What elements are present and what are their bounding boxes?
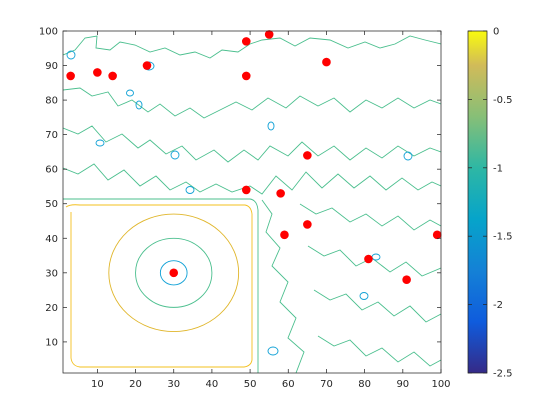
x-tick-label: 70 xyxy=(320,379,333,390)
contour-terrain-right-d xyxy=(313,289,441,323)
well-contour-ring xyxy=(135,237,213,308)
y-tick-label: 40 xyxy=(45,234,58,245)
data-point xyxy=(142,61,152,70)
colorbar-tick-label: -1.5 xyxy=(493,232,513,243)
contour-terrain-right-a xyxy=(261,199,305,373)
contour-pit xyxy=(135,100,143,110)
contour-pit xyxy=(95,139,105,147)
y-tick-label: 70 xyxy=(45,130,58,141)
data-point xyxy=(303,220,312,229)
contour-pit xyxy=(66,50,76,60)
data-point xyxy=(432,230,442,240)
colorbar-tick-label: -2.5 xyxy=(493,369,513,380)
data-point xyxy=(241,185,251,195)
colorbar-ticks: 0 -0.5 -1 -1.5 -2 -2.5 xyxy=(468,27,513,380)
x-tick-label: 40 xyxy=(206,379,219,390)
colorbar-gradient xyxy=(467,30,488,374)
colorbar-tick-label: -1 xyxy=(493,163,503,174)
data-point xyxy=(264,30,274,39)
contour-pit xyxy=(403,151,413,161)
contour-terrain-band-a xyxy=(63,87,441,119)
data-point xyxy=(169,268,179,278)
contour-terrain-upper xyxy=(63,35,441,59)
contour-pit xyxy=(126,89,134,97)
plot-frame xyxy=(62,30,442,374)
contour-basin-inner xyxy=(65,204,253,368)
data-point xyxy=(108,71,117,81)
colorbar-tick-label: -0.5 xyxy=(493,95,513,106)
data-point xyxy=(66,71,75,81)
contour-pit xyxy=(267,121,275,131)
data-point xyxy=(364,254,373,264)
y-tick-label: 10 xyxy=(45,337,58,348)
contour-pit xyxy=(359,292,369,300)
y-tick-label: 100 xyxy=(39,27,58,38)
well-contour-ring xyxy=(108,213,240,332)
x-tick-label: 90 xyxy=(396,379,409,390)
data-point xyxy=(280,230,289,240)
contour-lines xyxy=(63,35,441,373)
contour-terrain-right-b xyxy=(299,203,441,231)
contour-pit xyxy=(185,186,195,194)
x-tick-label: 30 xyxy=(167,379,180,390)
x-tick-label: 80 xyxy=(358,379,371,390)
data-point xyxy=(322,57,331,67)
data-point xyxy=(93,68,102,77)
contour-pit xyxy=(170,150,180,160)
colorbar-tick-label: 0 xyxy=(493,27,499,38)
y-tick-label: 30 xyxy=(45,268,58,279)
data-point xyxy=(303,151,312,160)
y-tick-label: 50 xyxy=(45,199,58,210)
contour-basin-outer xyxy=(63,198,259,373)
data-point xyxy=(276,189,285,198)
colorbar-tick-label: -2 xyxy=(493,300,503,311)
x-tick-label: 20 xyxy=(129,379,142,390)
contour-terrain-right-e xyxy=(317,335,441,367)
data-point xyxy=(241,71,251,81)
x-tick-label: 10 xyxy=(91,379,104,390)
y-tick-label: 20 xyxy=(45,303,58,314)
data-point xyxy=(402,275,411,285)
central-well-contours xyxy=(108,213,240,332)
x-tick-label: 100 xyxy=(431,379,450,390)
y-axis: 10 20 30 40 50 60 70 80 90 100 xyxy=(39,27,441,348)
y-tick-label: 60 xyxy=(45,165,58,176)
x-tick-label: 50 xyxy=(244,379,257,390)
contour-pit xyxy=(267,346,279,356)
x-axis: 10 20 30 40 50 60 70 80 90 100 xyxy=(91,31,451,390)
contour-terrain-band-b xyxy=(63,125,441,163)
data-points xyxy=(66,30,442,285)
well-contour-ring xyxy=(159,260,188,286)
colorbar: 0 -0.5 -1 -1.5 -2 -2.5 xyxy=(467,27,513,380)
contour-terrain-band-c xyxy=(63,163,441,195)
y-tick-label: 80 xyxy=(45,96,58,107)
data-point xyxy=(241,37,251,46)
y-tick-label: 90 xyxy=(45,61,58,72)
x-tick-label: 60 xyxy=(282,379,295,390)
